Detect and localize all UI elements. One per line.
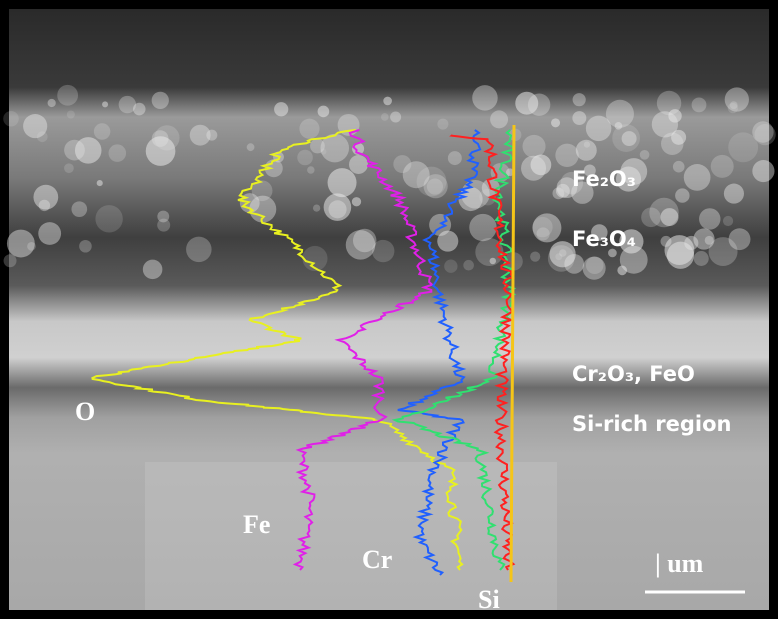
grain xyxy=(7,230,35,258)
grain xyxy=(186,237,212,263)
element-label: Si xyxy=(478,585,500,614)
grain xyxy=(190,125,211,146)
grain xyxy=(320,149,326,155)
grain xyxy=(692,97,707,112)
grain xyxy=(349,155,368,174)
grain xyxy=(640,150,650,160)
grain xyxy=(64,163,74,173)
grain xyxy=(661,236,672,247)
grain xyxy=(152,130,169,147)
grain xyxy=(709,237,738,266)
grain xyxy=(723,216,733,226)
grain xyxy=(649,198,678,227)
grain xyxy=(586,116,611,141)
grain xyxy=(71,201,87,217)
grain xyxy=(318,106,330,118)
grain xyxy=(472,85,497,110)
grain xyxy=(444,260,457,273)
grain xyxy=(437,231,458,252)
phase-label: Cr₂O₃, FeO xyxy=(572,362,695,386)
grain xyxy=(328,168,357,197)
element-label: Fe xyxy=(243,510,270,539)
grain xyxy=(652,111,678,137)
grain xyxy=(684,236,698,250)
grain xyxy=(313,204,320,211)
micrograph: Fe₂O₃ Fe₃O₄ Cr₂O₃, FeO Si-rich region O … xyxy=(0,0,778,619)
grain xyxy=(551,118,560,127)
grain xyxy=(307,166,314,173)
grain xyxy=(324,193,352,221)
grain xyxy=(390,111,401,122)
grain xyxy=(463,260,474,271)
grain xyxy=(346,230,376,260)
grain xyxy=(469,214,496,241)
grain xyxy=(490,110,508,128)
grain xyxy=(274,102,288,116)
grain xyxy=(381,113,389,121)
grain xyxy=(572,111,586,125)
grain xyxy=(675,188,689,202)
grain xyxy=(694,251,709,266)
grain xyxy=(711,155,734,178)
grain xyxy=(699,208,720,229)
grain xyxy=(79,240,92,253)
phase-label: Fe₂O₃ xyxy=(572,167,636,191)
grain xyxy=(383,97,392,106)
element-label: Cr xyxy=(362,545,392,574)
grain xyxy=(372,240,394,262)
grain xyxy=(37,131,48,142)
grain xyxy=(4,254,17,267)
grain xyxy=(57,85,78,106)
grain xyxy=(448,151,462,165)
grain xyxy=(95,205,122,232)
grain xyxy=(157,211,169,223)
grain xyxy=(247,143,255,151)
grain xyxy=(352,197,361,206)
grain xyxy=(515,92,538,115)
grain xyxy=(3,111,19,127)
grain xyxy=(102,101,108,107)
grain xyxy=(33,185,58,210)
grain xyxy=(297,150,313,166)
grain xyxy=(299,119,319,139)
element-label: O xyxy=(75,397,95,426)
grain xyxy=(617,266,627,276)
grain xyxy=(38,222,61,245)
grain xyxy=(752,160,774,182)
grain xyxy=(576,140,597,161)
grain xyxy=(728,132,758,162)
grain xyxy=(152,92,169,109)
grain xyxy=(393,155,411,173)
grain xyxy=(48,99,56,107)
grain xyxy=(97,180,103,186)
grain xyxy=(143,260,163,280)
grain xyxy=(673,161,685,173)
grain xyxy=(684,164,711,191)
grain xyxy=(119,96,136,113)
grain xyxy=(537,227,550,240)
grain xyxy=(573,93,586,106)
grain xyxy=(724,184,744,204)
scale-label: | um xyxy=(655,549,704,578)
grain xyxy=(530,252,540,262)
grain xyxy=(564,254,584,274)
grain xyxy=(437,119,448,130)
grain xyxy=(64,140,85,161)
grain xyxy=(555,144,578,167)
phase-label: Fe₃O₄ xyxy=(572,227,636,251)
grain xyxy=(109,144,127,162)
grain xyxy=(94,123,110,139)
grain xyxy=(67,110,75,118)
grain xyxy=(615,122,623,130)
phase-label: Si-rich region xyxy=(572,412,732,436)
grain xyxy=(522,135,545,158)
grain xyxy=(583,257,606,280)
grain xyxy=(657,91,681,115)
grain xyxy=(728,103,738,113)
